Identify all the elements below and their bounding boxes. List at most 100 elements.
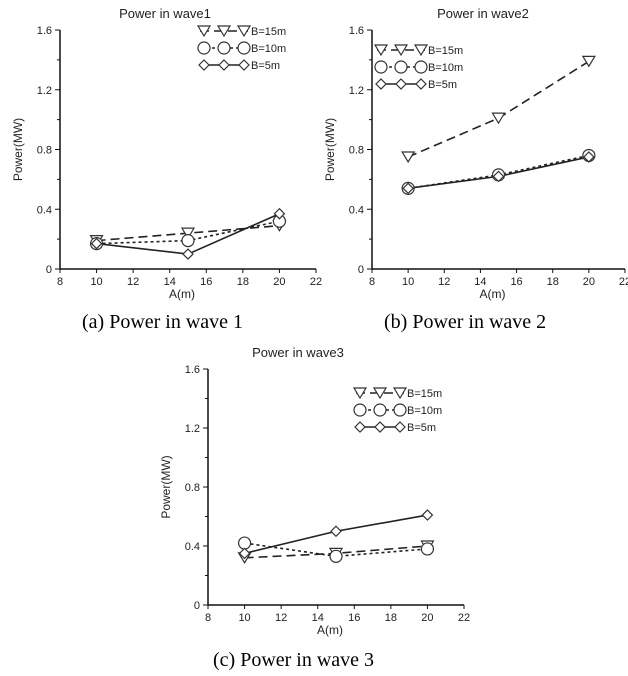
x-tick-label: 18 [385, 612, 397, 624]
x-tick-label: 10 [238, 612, 250, 624]
caption-b: (b) Power in wave 2 [384, 311, 547, 333]
x-tick-label: 8 [369, 276, 375, 288]
legend-marker [415, 78, 427, 90]
legend-marker [197, 41, 211, 55]
chart-title: Power in wave3 [252, 345, 344, 360]
x-axis-label: A(m) [317, 623, 343, 637]
x-tick-label: 12 [275, 612, 287, 624]
legend-label: B=10m [407, 405, 442, 417]
y-tick-label: 0 [46, 264, 52, 276]
x-tick-label: 22 [458, 612, 470, 624]
data-point-B=10m [420, 542, 435, 556]
data-point-B=10m [237, 536, 252, 550]
legend-label: B=5m [428, 79, 457, 91]
legend-marker [354, 421, 366, 433]
y-tick-label: 0.8 [37, 145, 52, 157]
data-point-B=5m [492, 170, 505, 183]
data-point-B=5m [273, 207, 286, 220]
series-line-B=15m [407, 60, 590, 158]
data-point-B=15m [491, 112, 506, 125]
x-tick-label: 10 [90, 276, 102, 288]
data-point-B=5m [90, 237, 103, 250]
y-axis-label: Power(MW) [323, 118, 337, 181]
data-point-B=10m [329, 549, 343, 563]
legend-marker [395, 78, 407, 90]
x-tick-label: 20 [273, 276, 285, 288]
legend-marker [218, 59, 230, 71]
chart-title: Power in wave1 [119, 6, 211, 21]
legend-marker [373, 44, 389, 57]
legend-label: B=15m [407, 388, 442, 400]
x-tick-label: 14 [474, 276, 486, 288]
y-tick-label: 0 [358, 264, 364, 276]
chart-title: Power in wave2 [437, 6, 529, 21]
x-axis-label: A(m) [169, 287, 195, 301]
data-point-B=15m [180, 227, 196, 240]
x-tick-label: 22 [619, 276, 628, 288]
y-tick-label: 0 [194, 600, 200, 612]
legend-label: B=5m [407, 422, 436, 434]
legend-marker [196, 25, 212, 38]
legend-marker [413, 44, 429, 57]
chart-panel-wave1: Power in wave1 8 10 12 14 16 18 20 22 0 0.4 0.8 1.2 1… [0, 0, 322, 312]
y-axis-label: Power(MW) [159, 455, 173, 518]
x-tick-label: 12 [438, 276, 450, 288]
y-tick-label: 1.2 [37, 85, 52, 97]
x-tick-label: 20 [421, 612, 433, 624]
y-axis-label: Power(MW) [11, 118, 25, 181]
x-tick-label: 12 [127, 276, 139, 288]
data-point-B=15m [401, 151, 416, 164]
legend-marker [394, 60, 408, 74]
x-tick-label: 16 [348, 612, 360, 624]
legend-marker [198, 59, 210, 71]
legend-marker [216, 25, 232, 38]
x-tick-label: 22 [310, 276, 322, 288]
caption-a: (a) Power in wave 1 [82, 311, 244, 333]
chart-wave1: Power in wave1 8 10 12 14 16 18 20 22 0 0.4 0.8 1.2 1… [11, 6, 322, 301]
legend-marker [374, 60, 388, 74]
legend-marker [238, 59, 250, 71]
legend-marker [373, 403, 387, 417]
legend-label: B=15m [251, 26, 286, 38]
x-tick-label: 8 [205, 612, 211, 624]
y-tick-label: 1.2 [349, 85, 364, 97]
x-tick-label: 16 [510, 276, 522, 288]
legend-marker [372, 387, 388, 400]
legend-label: B=5m [251, 60, 280, 72]
x-axis-label: A(m) [480, 287, 506, 301]
y-tick-label: 0.4 [37, 204, 52, 216]
y-tick-label: 1.6 [349, 25, 364, 37]
data-point-B=15m [581, 55, 596, 68]
y-tick-label: 1.6 [37, 25, 52, 37]
legend-marker [414, 60, 428, 74]
x-tick-label: 14 [164, 276, 176, 288]
legend-label: B=10m [251, 43, 286, 55]
chart-wave2: Power in wave2 8 10 12 14 16 18 20 22 0 0.4 0.8 1.2 1… [323, 6, 628, 301]
data-point-B=5m [583, 151, 595, 163]
y-tick-label: 0.4 [349, 204, 364, 216]
legend-marker [237, 41, 251, 55]
legend-marker [392, 387, 408, 400]
caption-c: (c) Power in wave 3 [213, 649, 375, 671]
legend-marker [375, 78, 387, 90]
x-tick-label: 18 [547, 276, 559, 288]
y-tick-label: 0.8 [349, 145, 364, 157]
legend-marker [393, 44, 409, 57]
data-point-B=10m [181, 234, 195, 248]
data-point-B=5m [182, 248, 194, 260]
data-point-B=5m [238, 547, 251, 560]
legend-label: B=10m [428, 62, 463, 74]
legend-label: B=15m [428, 45, 463, 57]
x-tick-label: 8 [57, 276, 63, 288]
x-tick-label: 16 [200, 276, 212, 288]
data-point-B=5m [330, 525, 342, 538]
chart-wave3: Power in wave3 8 10 12 14 16 18 20 22 0 0.4 0.8 1.2 1… [159, 345, 470, 637]
x-tick-label: 18 [237, 276, 249, 288]
legend-marker [217, 41, 231, 55]
data-point-B=5m [402, 182, 414, 195]
data-point-B=5m [421, 509, 434, 521]
y-tick-label: 0.4 [185, 541, 200, 553]
x-tick-label: 10 [402, 276, 414, 288]
legend-marker [353, 403, 367, 417]
legend-marker [236, 25, 252, 38]
